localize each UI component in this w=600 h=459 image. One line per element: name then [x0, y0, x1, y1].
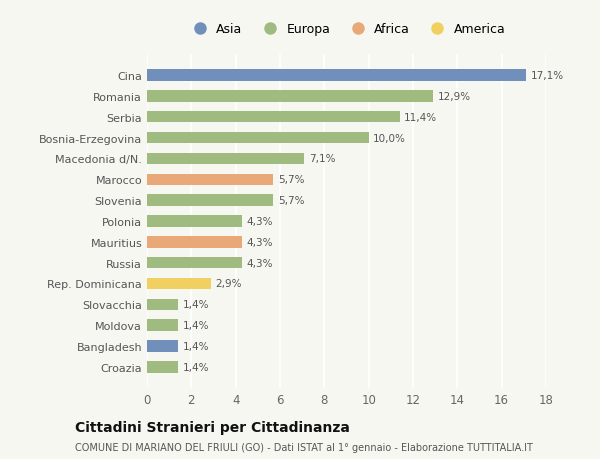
Bar: [147, 153, 304, 165]
Bar: [147, 216, 242, 227]
Text: 1,4%: 1,4%: [182, 341, 209, 351]
Text: 7,1%: 7,1%: [309, 154, 335, 164]
Text: 5,7%: 5,7%: [278, 175, 304, 185]
Bar: [147, 341, 178, 352]
Text: 4,3%: 4,3%: [247, 217, 273, 226]
Text: 17,1%: 17,1%: [530, 71, 563, 81]
Text: 1,4%: 1,4%: [182, 362, 209, 372]
Bar: [147, 70, 526, 82]
Bar: [147, 195, 274, 207]
Bar: [147, 361, 178, 373]
Text: 10,0%: 10,0%: [373, 133, 406, 143]
Bar: [147, 112, 400, 123]
Text: 4,3%: 4,3%: [247, 258, 273, 268]
Text: 4,3%: 4,3%: [247, 237, 273, 247]
Text: 5,7%: 5,7%: [278, 196, 304, 206]
Bar: [147, 278, 211, 290]
Text: 12,9%: 12,9%: [437, 92, 470, 102]
Bar: [147, 320, 178, 331]
Text: 11,4%: 11,4%: [404, 112, 437, 123]
Bar: [147, 133, 368, 144]
Text: 2,9%: 2,9%: [216, 279, 242, 289]
Bar: [147, 257, 242, 269]
Text: Cittadini Stranieri per Cittadinanza: Cittadini Stranieri per Cittadinanza: [75, 420, 350, 434]
Text: 1,4%: 1,4%: [182, 300, 209, 310]
Legend: Asia, Europa, Africa, America: Asia, Europa, Africa, America: [182, 18, 511, 41]
Bar: [147, 174, 274, 185]
Bar: [147, 299, 178, 310]
Text: 1,4%: 1,4%: [182, 320, 209, 330]
Text: COMUNE DI MARIANO DEL FRIULI (GO) - Dati ISTAT al 1° gennaio - Elaborazione TUTT: COMUNE DI MARIANO DEL FRIULI (GO) - Dati…: [75, 442, 533, 452]
Bar: [147, 91, 433, 102]
Bar: [147, 236, 242, 248]
